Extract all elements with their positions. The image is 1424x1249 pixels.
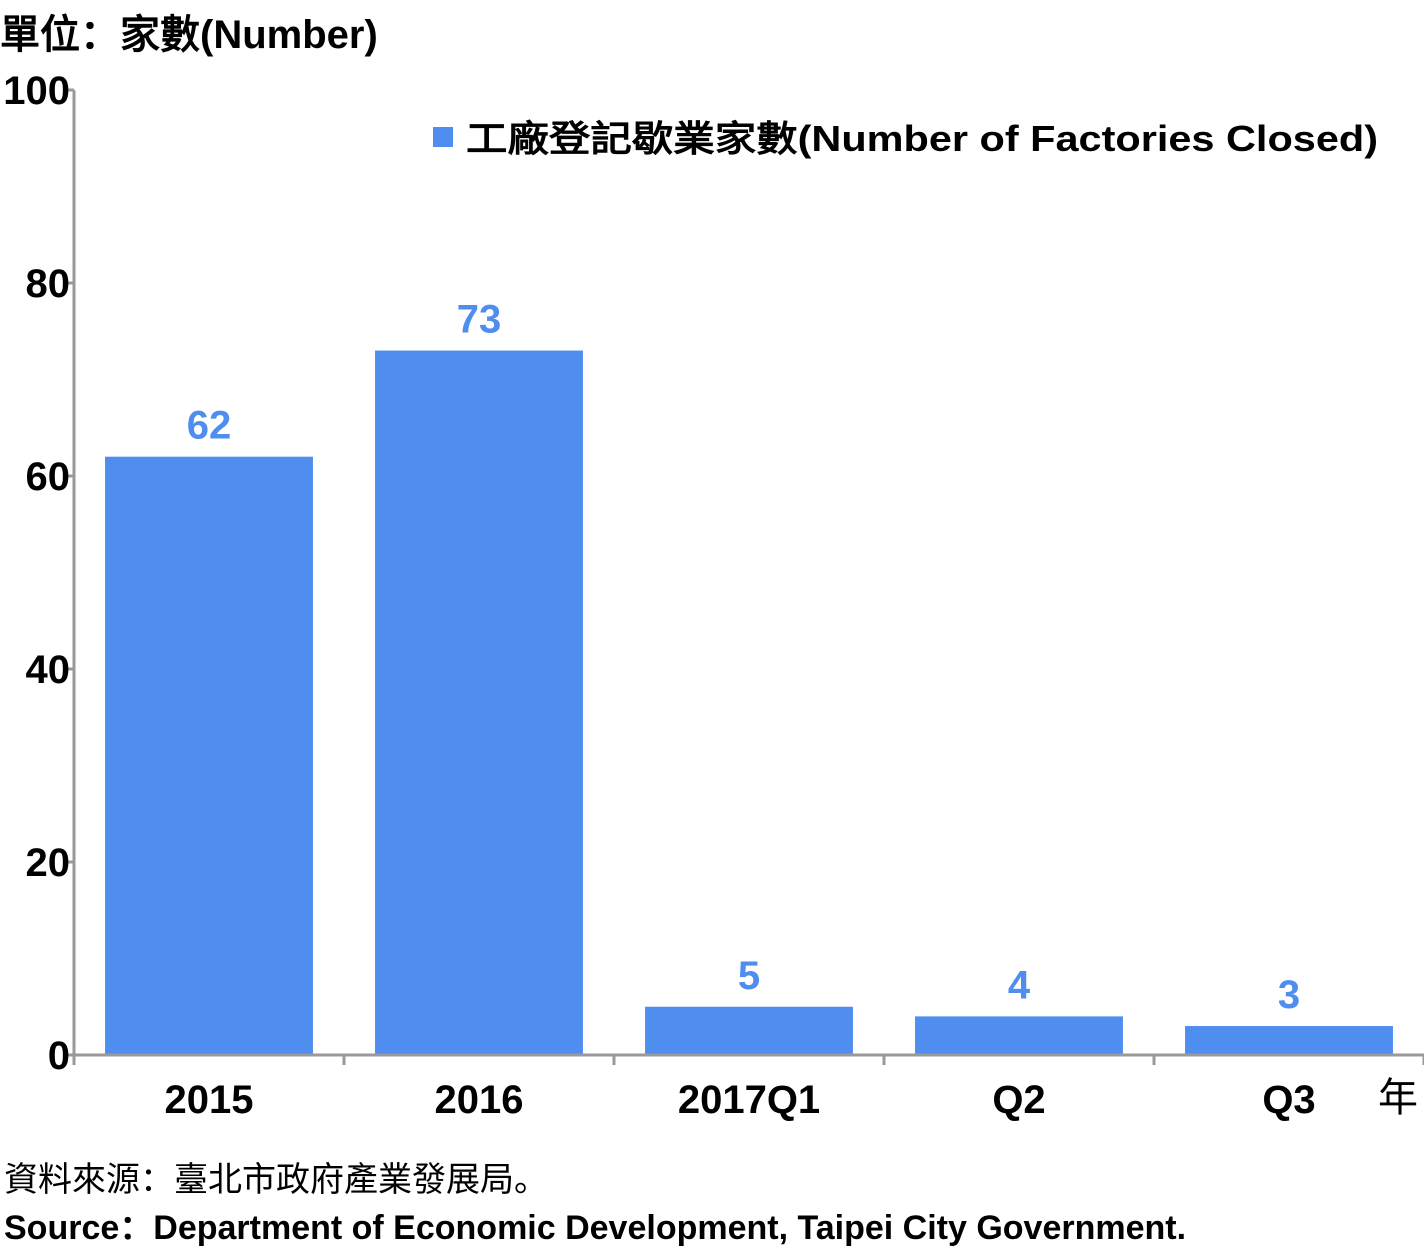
- bar-Q2: [915, 1016, 1123, 1055]
- x-tick-label-2015: 2015: [165, 1078, 254, 1122]
- bars: 62 73 5 4 3: [105, 298, 1393, 1055]
- x-tick-label-2016: 2016: [435, 1078, 524, 1122]
- legend-label: 工廠登記歇業家數(Number of Factories Closed): [466, 118, 1378, 159]
- x-axis-label: 年: [1378, 1076, 1418, 1120]
- data-label-2016: 73: [457, 298, 502, 342]
- y-tick-label: 80: [26, 262, 71, 306]
- y-tick-label: 0: [48, 1034, 70, 1078]
- x-tick-label-Q2: Q2: [992, 1078, 1045, 1122]
- source-note-zh: 資料來源：臺北市政府產業發展局。: [4, 1161, 548, 1199]
- x-tick-label-Q3: Q3: [1262, 1078, 1315, 1122]
- data-label-2017Q1: 5: [738, 954, 760, 998]
- y-axis-unit-label: 單位：家數(Number): [0, 13, 378, 57]
- legend-swatch: [433, 127, 453, 147]
- y-tick-label: 100: [3, 69, 70, 113]
- bar-2017Q1: [645, 1006, 853, 1055]
- source-note-en: Source：Department of Economic Developmen…: [4, 1209, 1187, 1247]
- bar-2016: [375, 350, 583, 1055]
- y-tick-label: 40: [26, 648, 71, 692]
- legend: 工廠登記歇業家數(Number of Factories Closed): [433, 118, 1378, 159]
- bar-Q3: [1185, 1026, 1393, 1055]
- x-tick-label-2017Q1: 2017Q1: [678, 1078, 820, 1122]
- data-label-Q3: 3: [1278, 973, 1300, 1017]
- y-tick-label: 20: [26, 841, 71, 885]
- bar-2015: [105, 456, 313, 1055]
- x-axis-ticks: 2015 2016 2017Q1 Q2 Q3: [72, 1055, 1424, 1122]
- y-axis-ticks: 0 20 40 60 80 100: [3, 69, 74, 1078]
- data-label-Q2: 4: [1008, 963, 1031, 1007]
- data-label-2015: 62: [187, 404, 232, 448]
- y-tick-label: 60: [26, 455, 71, 499]
